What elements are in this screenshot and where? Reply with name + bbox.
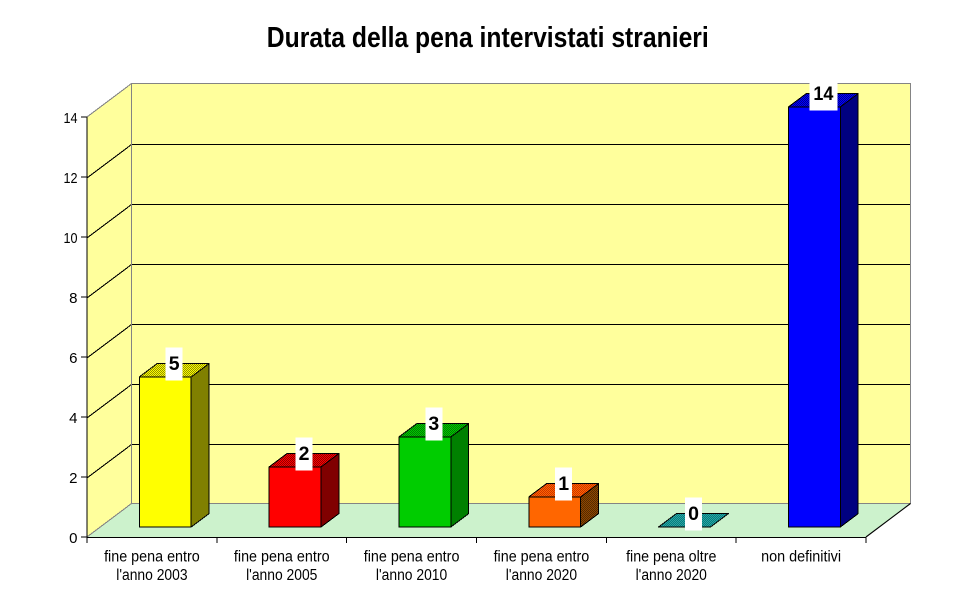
svg-text:l'anno 2010: l'anno 2010 — [376, 567, 447, 584]
svg-text:12: 12 — [64, 170, 78, 187]
svg-text:l'anno 2005: l'anno 2005 — [246, 567, 317, 584]
svg-text:non definitivi: non definitivi — [761, 548, 841, 565]
svg-text:0: 0 — [688, 503, 699, 525]
svg-text:3: 3 — [428, 413, 439, 435]
svg-text:fine pena entro: fine pena entro — [104, 548, 200, 565]
svg-text:l'anno 2020: l'anno 2020 — [636, 567, 707, 584]
svg-text:fine pena entro: fine pena entro — [364, 548, 460, 565]
svg-text:l'anno 2003: l'anno 2003 — [116, 567, 187, 584]
svg-text:10: 10 — [64, 230, 78, 247]
svg-text:0: 0 — [69, 530, 77, 547]
svg-text:l'anno 2020: l'anno 2020 — [506, 567, 577, 584]
svg-text:Durata della pena intervistati: Durata della pena intervistati stranieri — [267, 22, 709, 54]
svg-text:8: 8 — [69, 290, 77, 307]
svg-text:4: 4 — [69, 410, 77, 427]
svg-text:14: 14 — [813, 83, 833, 105]
svg-text:2: 2 — [69, 470, 77, 487]
svg-text:5: 5 — [169, 353, 180, 375]
svg-text:6: 6 — [69, 350, 77, 367]
svg-text:1: 1 — [558, 473, 569, 495]
svg-text:fine pena entro: fine pena entro — [494, 548, 590, 565]
svg-text:2: 2 — [299, 443, 310, 465]
svg-text:fine pena entro: fine pena entro — [234, 548, 330, 565]
svg-text:fine pena oltre: fine pena oltre — [626, 548, 716, 565]
svg-text:14: 14 — [64, 110, 78, 127]
